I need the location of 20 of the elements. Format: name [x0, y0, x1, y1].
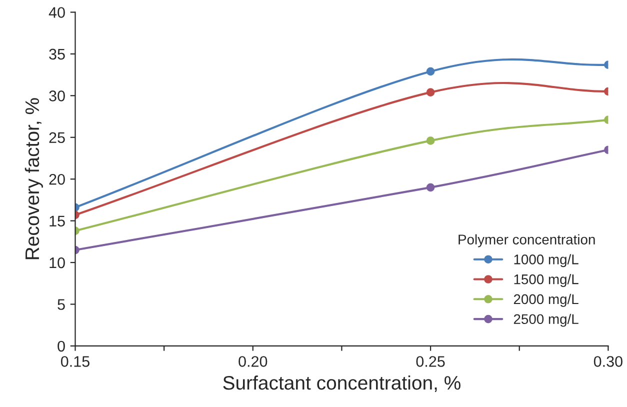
legend-label: 1500 mg/L: [514, 274, 578, 287]
y-tick-label: 15: [50, 216, 65, 226]
y-tick-label: 30: [49, 90, 65, 102]
legend-label: 1000 mg/L: [514, 254, 578, 268]
legend-label: 2500 mg/L: [514, 314, 578, 327]
x-tick-label: 0.15: [60, 356, 90, 367]
y-axis-title: Recovery factor, %: [24, 98, 43, 260]
x-tick-label: 0.25: [416, 356, 445, 367]
legend-label: 2000 mg/L: [514, 294, 578, 307]
y-tick-label: 10: [50, 257, 65, 268]
legend-title: Polymer concentration: [458, 234, 595, 248]
y-tick-label: 40: [48, 7, 65, 18]
x-axis-title: Surfactant concentration, %: [223, 375, 460, 392]
y-tick-label: 20: [49, 174, 65, 185]
x-tick-label: 0.30: [594, 356, 622, 367]
y-tick-label: 5: [58, 299, 65, 310]
y-tick-label: 0: [58, 340, 65, 352]
y-tick-label: 25: [49, 132, 65, 144]
x-tick-label: 0.20: [238, 356, 268, 367]
y-tick-label: 35: [49, 48, 65, 60]
